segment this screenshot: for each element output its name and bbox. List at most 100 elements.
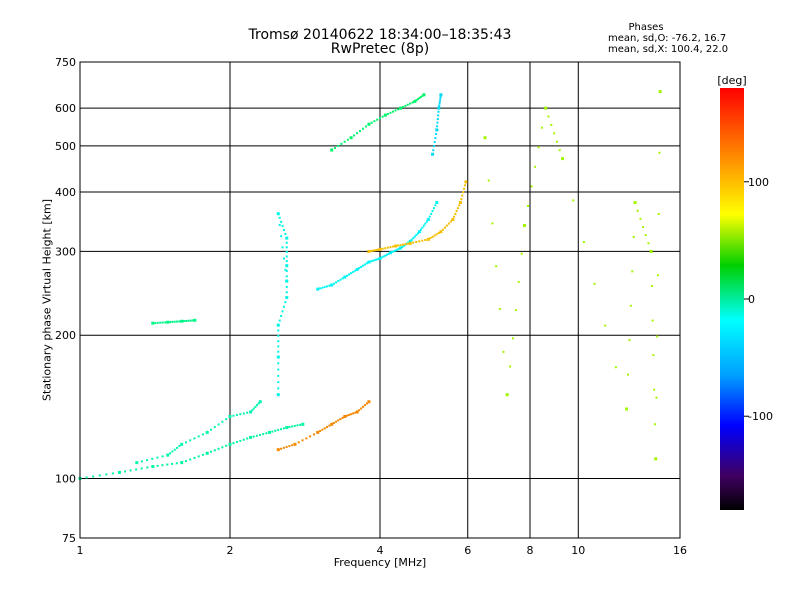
data-point-fill	[277, 334, 280, 337]
data-point-fill	[345, 274, 348, 277]
data-point-fill	[438, 100, 441, 103]
data-point-fill	[517, 280, 520, 283]
data-point-fill	[511, 337, 514, 340]
data-point-fill	[285, 255, 288, 258]
data-point	[180, 442, 184, 446]
data-point-fill	[140, 467, 143, 470]
data-point-fill	[339, 418, 342, 421]
data-point-fill	[285, 285, 288, 288]
x-axis-label: Frequency [MHz]	[333, 556, 427, 569]
data-point	[330, 148, 334, 152]
data-point-fill	[642, 225, 645, 228]
data-point-fill	[221, 446, 224, 449]
data-point-fill	[375, 258, 378, 261]
data-point-fill	[321, 286, 324, 289]
data-point-fill	[197, 455, 200, 458]
data-point-fill	[421, 94, 424, 97]
data-point-fill	[455, 210, 458, 213]
data-point	[451, 218, 455, 222]
data-point	[367, 249, 371, 253]
data-point-fill	[362, 264, 365, 267]
data-point-fill	[541, 126, 544, 129]
chart-title: Tromsø 20140622 18:34:00–18:35:43	[248, 27, 512, 43]
data-point-fill	[288, 445, 291, 448]
data-point-fill	[242, 412, 245, 415]
data-point-fill	[419, 228, 422, 231]
data-point-fill	[156, 456, 159, 459]
data-point-fill	[124, 470, 127, 473]
data-point-fill	[397, 244, 400, 247]
colorbar-label: [deg]	[717, 74, 746, 87]
data-point-fill	[281, 246, 284, 249]
data-point-fill	[326, 285, 329, 288]
x-tick-label: 10	[571, 544, 585, 557]
data-point-fill	[280, 235, 283, 238]
data-point	[228, 414, 232, 418]
data-point	[180, 319, 184, 323]
data-point-fill	[416, 232, 419, 235]
data-point	[285, 279, 289, 283]
data-point-fill	[438, 102, 441, 105]
data-point	[166, 453, 170, 457]
data-point-fill	[386, 112, 389, 115]
data-point-fill	[201, 433, 204, 436]
data-point	[316, 287, 320, 291]
data-point	[394, 244, 398, 248]
data-point-fill	[364, 125, 367, 128]
data-point-fill	[235, 413, 238, 416]
data-point-fill	[171, 450, 174, 453]
data-point-fill	[365, 402, 368, 405]
data-point-fill	[445, 224, 448, 227]
data-point-fill	[285, 445, 288, 448]
data-point-fill	[296, 424, 299, 427]
data-point-fill	[354, 269, 357, 272]
data-point-fill	[434, 137, 437, 140]
data-point-fill	[412, 241, 415, 244]
data-point-fill	[171, 462, 174, 465]
data-point	[426, 237, 430, 241]
data-point-fill	[436, 125, 439, 128]
data-point-fill	[347, 413, 350, 416]
data-point-fill	[421, 239, 424, 242]
data-point-fill	[419, 95, 422, 98]
data-point-fill	[280, 220, 283, 223]
data-point-fill	[534, 165, 537, 168]
data-point-fill	[373, 249, 376, 252]
data-point-fill	[284, 233, 287, 236]
data-point-fill	[422, 224, 425, 227]
data-point-fill	[284, 301, 287, 304]
data-point	[193, 318, 197, 322]
data-point-fill	[460, 198, 463, 201]
data-point	[301, 422, 305, 426]
data-point-fill	[280, 314, 283, 317]
data-point-fill	[432, 207, 435, 210]
data-point-fill	[161, 321, 164, 324]
data-point-fill	[346, 138, 349, 141]
y-tick-label: 400	[55, 186, 76, 199]
data-point-fill	[614, 366, 617, 369]
data-point-fill	[209, 428, 212, 431]
data-point-fill	[277, 340, 280, 343]
data-point-fill	[185, 319, 188, 322]
data-point-fill	[161, 464, 164, 467]
data-point-fill	[391, 110, 394, 113]
data-point	[437, 106, 441, 110]
data-point-fill	[217, 447, 220, 450]
data-point-fill	[335, 281, 338, 284]
data-point	[435, 201, 439, 205]
data-point-fill	[365, 262, 368, 265]
data-point-fill	[156, 321, 159, 324]
data-point-fill	[639, 217, 642, 220]
axis-ticks: 1 2 4 6 8 10 16 75 100 200 300 400 500 600 750	[55, 56, 687, 557]
data-point-fill	[381, 247, 384, 250]
data-point-fill	[189, 319, 192, 322]
data-point-fill	[593, 282, 596, 285]
data-point-fill	[176, 320, 179, 323]
data-point-fill	[337, 144, 340, 147]
y-tick-label: 200	[55, 329, 76, 342]
data-point-fill	[360, 265, 363, 268]
data-point-fill	[339, 278, 342, 281]
y-tick-label: 300	[55, 245, 76, 258]
data-point-fill	[382, 255, 385, 258]
